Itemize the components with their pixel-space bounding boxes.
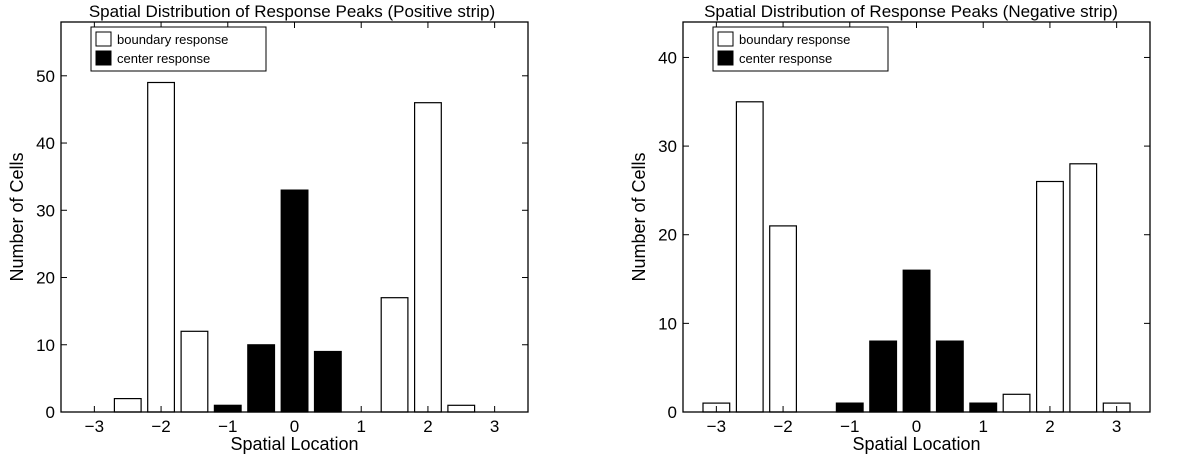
neg-ytick-label-1: 10 bbox=[658, 314, 677, 333]
pos-xtick-label-1: −2 bbox=[151, 417, 170, 436]
neg-legend-box bbox=[712, 26, 889, 72]
neg-bar-boundary-1 bbox=[735, 101, 764, 413]
pos-bar-boundary-6 bbox=[447, 404, 476, 413]
neg-bar-center-1 bbox=[869, 340, 898, 413]
pos-legend-box bbox=[90, 26, 267, 72]
neg-xtick-label-5: 2 bbox=[1045, 417, 1054, 436]
neg-ytick-label-3: 30 bbox=[658, 137, 677, 156]
neg-xtick-label-3: 0 bbox=[912, 417, 921, 436]
neg-xtick-label-2: −1 bbox=[840, 417, 859, 436]
neg-bar-center-3 bbox=[935, 340, 964, 413]
neg-bar-center-2 bbox=[902, 269, 931, 413]
pos-bar-boundary-1 bbox=[113, 398, 142, 413]
pos-bar-boundary-3 bbox=[180, 330, 209, 413]
neg-chart-title: Spatial Distribution of Response Peaks (… bbox=[704, 2, 1118, 21]
neg-y-axis-label: Number of Cells bbox=[629, 152, 649, 281]
pos-ytick-label-4: 40 bbox=[36, 134, 55, 153]
neg-xtick-label-0: −3 bbox=[707, 417, 726, 436]
pos-bar-center-2 bbox=[280, 189, 309, 413]
pos-bar-boundary-4 bbox=[380, 297, 409, 413]
neg-ytick-label-2: 20 bbox=[658, 226, 677, 245]
pos-xtick-label-2: −1 bbox=[218, 417, 237, 436]
pos-xtick-label-6: 3 bbox=[490, 417, 499, 436]
pos-x-axis-label: Spatial Location bbox=[230, 434, 358, 454]
neg-ytick-label-0: 0 bbox=[668, 403, 677, 422]
pos-ytick-label-0: 0 bbox=[46, 403, 55, 422]
pos-xtick-label-4: 1 bbox=[356, 417, 365, 436]
pos-ytick-label-5: 50 bbox=[36, 67, 55, 86]
pos-xtick-label-5: 2 bbox=[423, 417, 432, 436]
neg-legend-label-boundary: boundary response bbox=[739, 32, 850, 47]
pos-y-axis-label: Number of Cells bbox=[7, 152, 27, 281]
neg-legend-swatch-center bbox=[717, 50, 734, 66]
neg-xtick-label-1: −2 bbox=[773, 417, 792, 436]
chart-positive-strip: Spatial Distribution of Response Peaks (… bbox=[7, 2, 529, 454]
pos-chart-title: Spatial Distribution of Response Peaks (… bbox=[89, 2, 495, 21]
chart-negative-strip: Spatial Distribution of Response Peaks (… bbox=[629, 2, 1151, 454]
neg-bar-boundary-6 bbox=[1069, 163, 1098, 413]
neg-xtick-label-6: 3 bbox=[1112, 417, 1121, 436]
pos-bar-center-1 bbox=[247, 344, 276, 413]
pos-legend-label-center: center response bbox=[117, 51, 210, 66]
pos-bar-center-3 bbox=[313, 350, 342, 413]
pos-legend-swatch-boundary bbox=[95, 31, 112, 47]
pos-legend-swatch-center bbox=[95, 50, 112, 66]
pos-ytick-label-2: 20 bbox=[36, 269, 55, 288]
neg-xtick-label-4: 1 bbox=[978, 417, 987, 436]
pos-bar-boundary-2 bbox=[147, 81, 175, 413]
pos-ytick-label-3: 30 bbox=[36, 201, 55, 220]
pos-ytick-label-1: 10 bbox=[36, 336, 55, 355]
neg-legend-swatch-boundary bbox=[717, 31, 734, 47]
neg-x-axis-label: Spatial Location bbox=[852, 434, 980, 454]
pos-xtick-label-0: −3 bbox=[85, 417, 104, 436]
neg-ytick-label-4: 40 bbox=[658, 48, 677, 67]
neg-bar-boundary-5 bbox=[1036, 180, 1064, 413]
pos-xtick-label-3: 0 bbox=[290, 417, 299, 436]
neg-legend-label-center: center response bbox=[739, 51, 832, 66]
pos-legend-label-boundary: boundary response bbox=[117, 32, 228, 47]
neg-bar-boundary-2 bbox=[769, 225, 797, 413]
neg-bar-boundary-4 bbox=[1002, 393, 1031, 413]
pos-bar-boundary-5 bbox=[414, 102, 442, 413]
